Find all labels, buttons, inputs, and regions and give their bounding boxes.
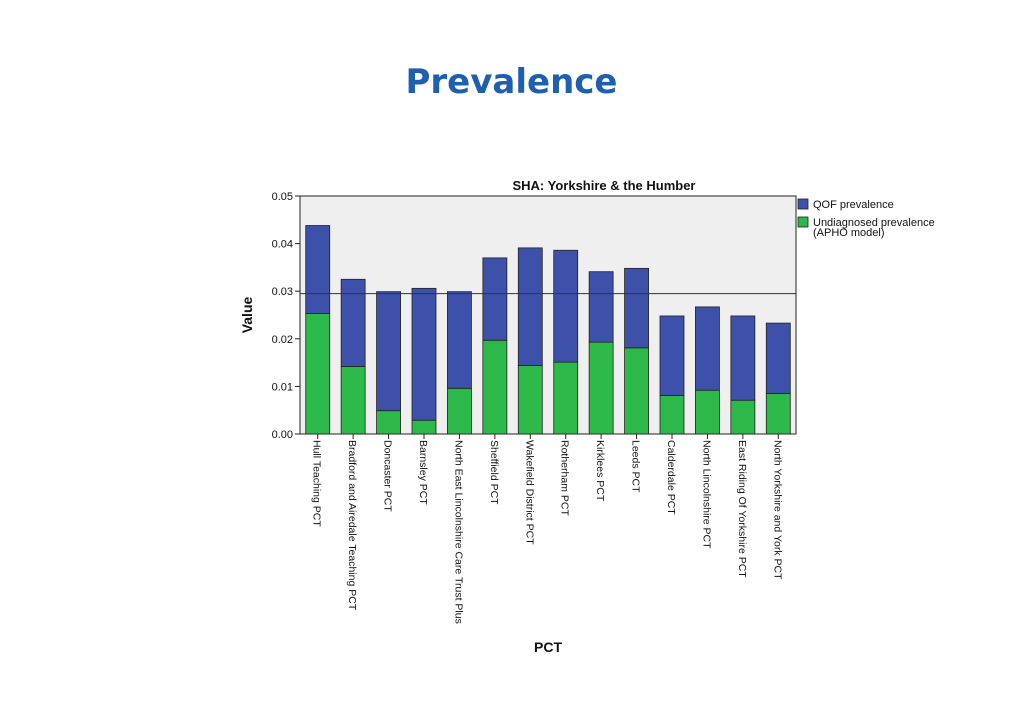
bar-undiagnosed <box>659 395 685 435</box>
x-tick-label: North East Lincolnshire Care Trust Plus <box>452 440 464 624</box>
bar-undiagnosed <box>340 366 366 435</box>
y-tick-label: 0.04 <box>272 239 293 251</box>
bar-undiagnosed <box>411 419 437 435</box>
x-tick-label: Wakefield District PCT <box>523 440 535 545</box>
bar-undiagnosed <box>695 389 720 435</box>
x-tick-label: North Yorkshire and York PCT <box>771 440 783 580</box>
y-tick-label: 0.03 <box>272 286 293 298</box>
bar-qof <box>553 249 579 363</box>
y-tick-label: 0.01 <box>272 381 293 393</box>
x-tick-label: Sheffield PCT <box>488 440 500 505</box>
bar-qof <box>517 247 543 366</box>
bars-layer <box>305 225 791 435</box>
bar-undiagnosed <box>305 313 331 435</box>
bar-undiagnosed <box>482 339 508 435</box>
x-tick-label: Calderdale PCT <box>665 440 677 515</box>
x-tick-label: East Riding Of Yorkshire PCT <box>736 440 748 578</box>
bar-undiagnosed <box>624 347 649 435</box>
bar-qof <box>305 225 331 314</box>
slide-title: Prevalence <box>405 62 618 102</box>
bar-undiagnosed <box>447 387 472 435</box>
bar-undiagnosed <box>730 399 756 435</box>
x-tick-label: Doncaster PCT <box>382 440 394 512</box>
bar-qof <box>447 291 472 389</box>
bar-qof <box>695 306 720 391</box>
bar-qof <box>730 315 756 401</box>
x-axis: Hull Teaching PCT Bradford and Airedale T… <box>311 434 783 624</box>
bar-undiagnosed <box>588 341 614 435</box>
legend-label: Undiagnosed prevalence <box>813 217 935 229</box>
bar-qof <box>376 291 401 412</box>
legend-swatch <box>797 216 809 228</box>
y-tick-label: 0.05 <box>272 191 293 203</box>
x-tick-label: Leeds PCT <box>630 440 642 493</box>
x-tick-label: Bradford and Airedale Teaching PCT <box>346 440 358 611</box>
bar-undiagnosed <box>765 393 791 435</box>
bar-qof <box>340 278 366 367</box>
bar-undiagnosed <box>517 365 543 435</box>
legend: QOF prevalence Undiagnosed prevalence(APH… <box>797 198 935 239</box>
y-axis: 0.00 0.01 0.02 0.03 0.04 0.05 <box>272 191 300 441</box>
y-tick-label: 0.00 <box>272 429 293 441</box>
bar-undiagnosed <box>553 361 579 435</box>
bar-qof <box>765 322 791 394</box>
legend-label: (APHO model) <box>813 227 885 239</box>
x-tick-label: Barnsley PCT <box>417 440 429 505</box>
bar-qof <box>411 287 437 421</box>
legend-swatch <box>797 198 809 210</box>
plot-area <box>299 195 797 435</box>
y-axis-label: Value <box>239 297 255 334</box>
x-tick-label: Hull Teaching PCT <box>311 440 323 527</box>
bar-undiagnosed <box>376 410 401 435</box>
y-tick-label: 0.02 <box>272 334 293 346</box>
x-tick-label: Kirklees PCT <box>594 440 606 502</box>
bar-qof <box>588 271 614 343</box>
bar-qof <box>482 257 508 341</box>
x-tick-label: North Lincolnshire PCT <box>700 440 712 549</box>
legend-label: QOF prevalence <box>813 199 894 211</box>
x-tick-label: Rotherham PCT <box>559 440 571 516</box>
chart-title: SHA: Yorkshire & the Humber <box>512 178 695 193</box>
bar-qof <box>659 315 685 396</box>
bar-qof <box>624 267 649 349</box>
x-axis-label: PCT <box>534 639 562 655</box>
